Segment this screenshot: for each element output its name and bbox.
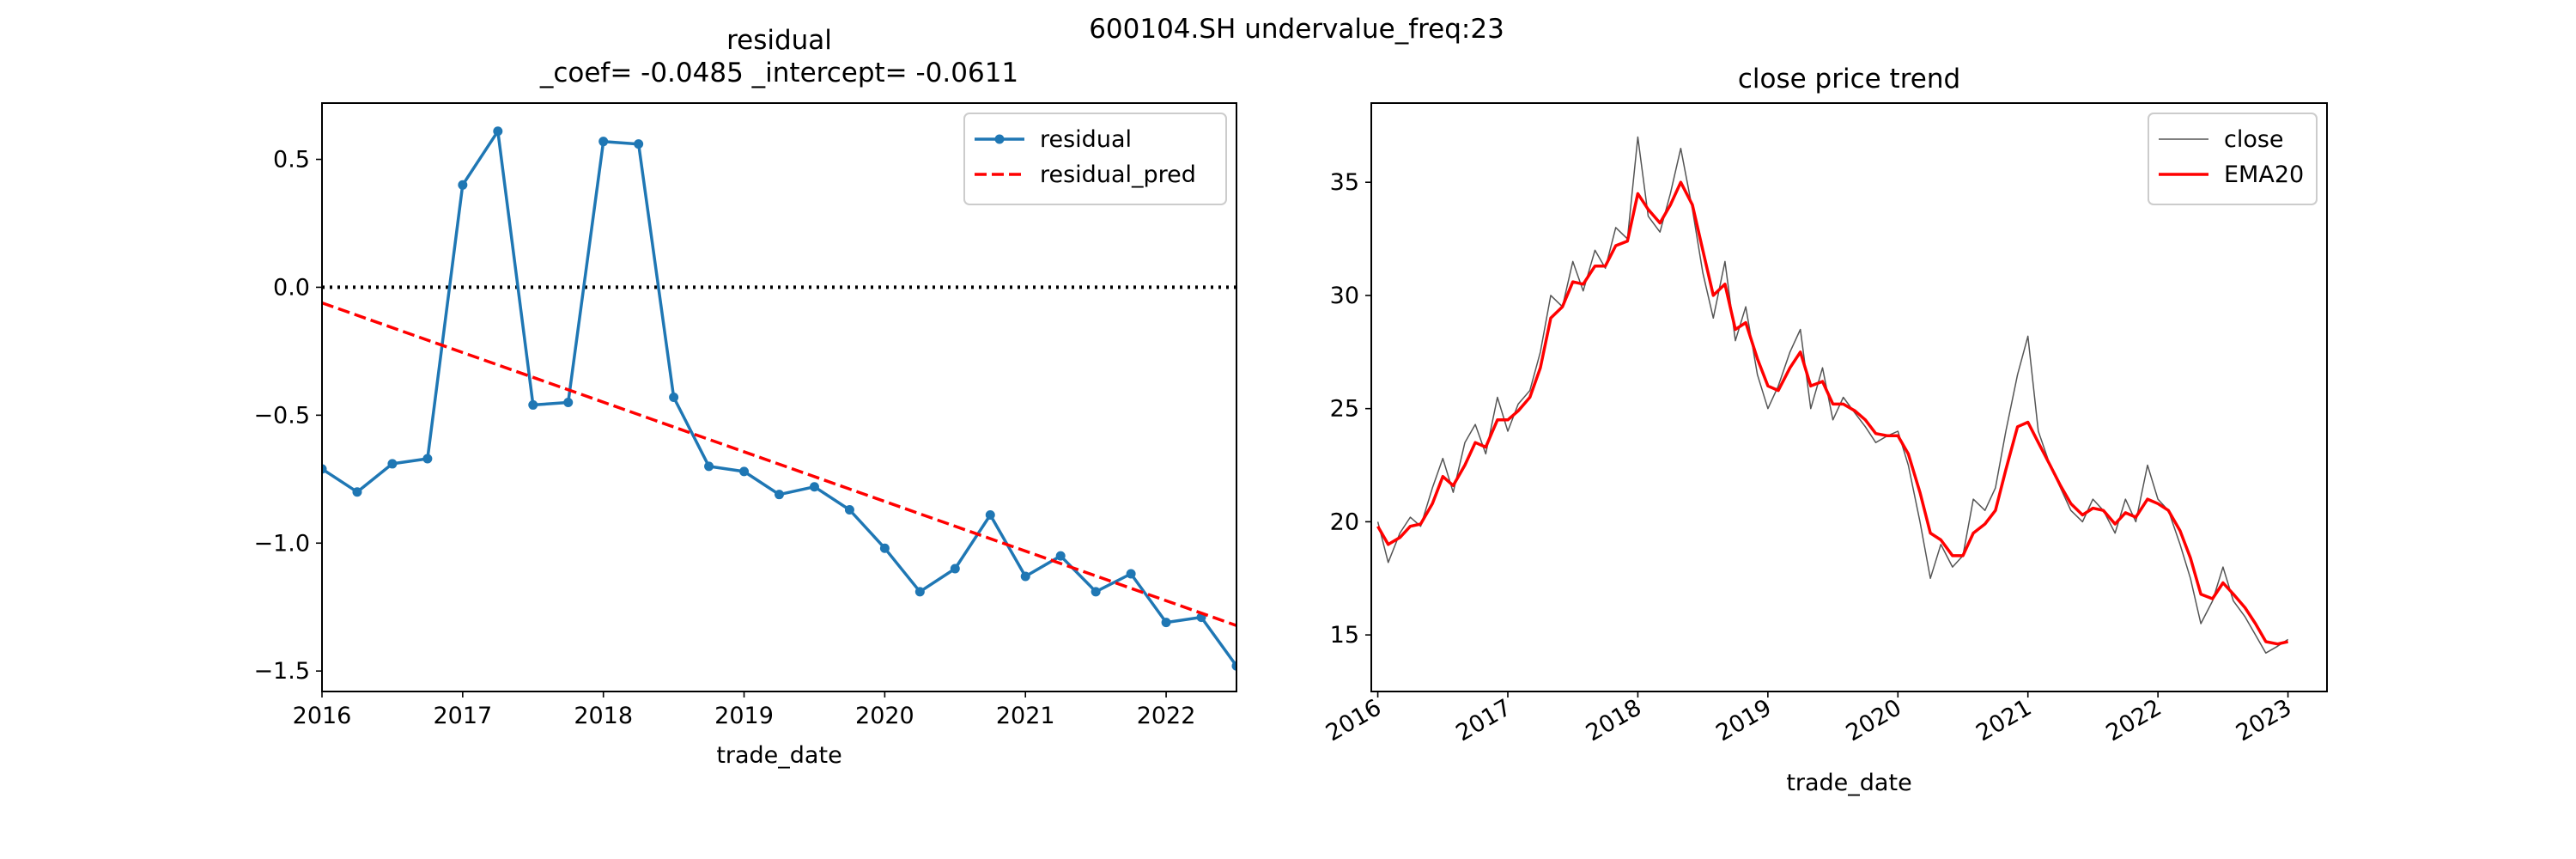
y-tick-label: 20 xyxy=(1330,509,1359,535)
data-point-residual xyxy=(352,487,362,497)
data-point-residual xyxy=(950,564,960,574)
x-tick-label: 2018 xyxy=(574,703,633,729)
legend-box xyxy=(2148,113,2318,205)
data-point-residual xyxy=(1126,569,1136,579)
data-point-residual xyxy=(458,180,468,190)
data-point-residual xyxy=(669,393,679,402)
x-tick-label: 2022 xyxy=(2102,694,2166,746)
data-point-residual xyxy=(598,137,609,147)
data-point-residual xyxy=(563,397,574,407)
data-point-residual xyxy=(1161,618,1171,628)
x-tick-label: 2019 xyxy=(1711,694,1776,746)
legend-label-residual_pred: residual_pred xyxy=(1040,161,1196,188)
x-tick-label: 2016 xyxy=(1321,694,1386,746)
data-point-residual xyxy=(1231,661,1236,671)
legend-label-close: close xyxy=(2224,126,2284,153)
legend: close EMA20 xyxy=(2148,113,2318,205)
x-axis-label: trade_date xyxy=(716,742,841,769)
x-tick-label: 2021 xyxy=(1971,694,2036,746)
y-tick-label: −1.5 xyxy=(253,658,310,685)
x-tick-label: 2017 xyxy=(1451,694,1516,746)
chart-subtitle: _coef= -0.0485 _intercept= -0.0611 xyxy=(539,58,1018,88)
chart-title: residual xyxy=(726,25,832,56)
plot-area xyxy=(322,126,1236,671)
data-point-residual xyxy=(775,490,784,500)
y-tick-label: −1.0 xyxy=(253,530,310,557)
y-tick-label: 15 xyxy=(1330,622,1359,649)
data-point-residual xyxy=(844,505,854,515)
data-point-residual xyxy=(739,466,750,477)
data-point-residual xyxy=(1055,551,1066,561)
data-point-residual xyxy=(704,461,714,472)
chart-title: close price trend xyxy=(1738,64,1960,94)
residual-chart: residual_coef= -0.0485 _intercept= -0.06… xyxy=(253,25,1237,769)
plot-area xyxy=(1376,136,2289,654)
data-point-residual xyxy=(528,399,538,410)
x-axis-label: trade_date xyxy=(1786,770,1911,796)
data-point-residual xyxy=(1020,571,1030,582)
legend-marker-residual xyxy=(994,134,1005,144)
axes-frame xyxy=(1370,102,2328,692)
x-tick-label: 2021 xyxy=(996,703,1055,729)
series-line-close xyxy=(1376,136,2289,654)
data-point-residual xyxy=(879,543,890,553)
series-line-EMA20 xyxy=(1376,180,2288,646)
legend-label-EMA20: EMA20 xyxy=(2224,161,2304,188)
x-tick-label: 2020 xyxy=(1842,694,1906,746)
data-point-residual xyxy=(493,126,503,137)
x-tick-label: 2016 xyxy=(293,703,352,729)
y-tick-label: −0.5 xyxy=(253,402,310,429)
x-tick-label: 2020 xyxy=(855,703,914,729)
x-tick-label: 2022 xyxy=(1137,703,1196,729)
data-point-residual xyxy=(809,482,819,492)
y-tick-label: 0.0 xyxy=(273,274,310,301)
series-line-residual_pred xyxy=(322,301,1236,627)
axes-frame xyxy=(321,102,1237,692)
data-point-residual xyxy=(422,454,433,464)
legend-label-residual: residual xyxy=(1040,126,1132,153)
x-tick-label: 2018 xyxy=(1582,694,1646,746)
data-point-residual xyxy=(322,464,327,474)
data-point-residual xyxy=(985,510,995,520)
data-point-residual xyxy=(387,459,398,469)
x-tick-label: 2019 xyxy=(714,703,774,729)
x-tick-label: 2023 xyxy=(2232,694,2296,746)
data-point-residual xyxy=(1091,587,1101,597)
y-tick-label: 25 xyxy=(1330,396,1359,423)
data-point-residual xyxy=(634,139,644,149)
y-tick-label: 35 xyxy=(1330,169,1359,196)
data-point-residual xyxy=(914,587,925,597)
legend: residual residual_pred xyxy=(963,113,1227,205)
legend-box xyxy=(963,113,1227,205)
figure-suptitle: 600104.SH undervalue_freq:23 xyxy=(1089,14,1504,45)
y-tick-label: 0.5 xyxy=(273,147,310,174)
y-tick-label: 30 xyxy=(1330,283,1359,309)
series-line-residual xyxy=(322,130,1236,667)
x-tick-label: 2017 xyxy=(433,703,492,729)
